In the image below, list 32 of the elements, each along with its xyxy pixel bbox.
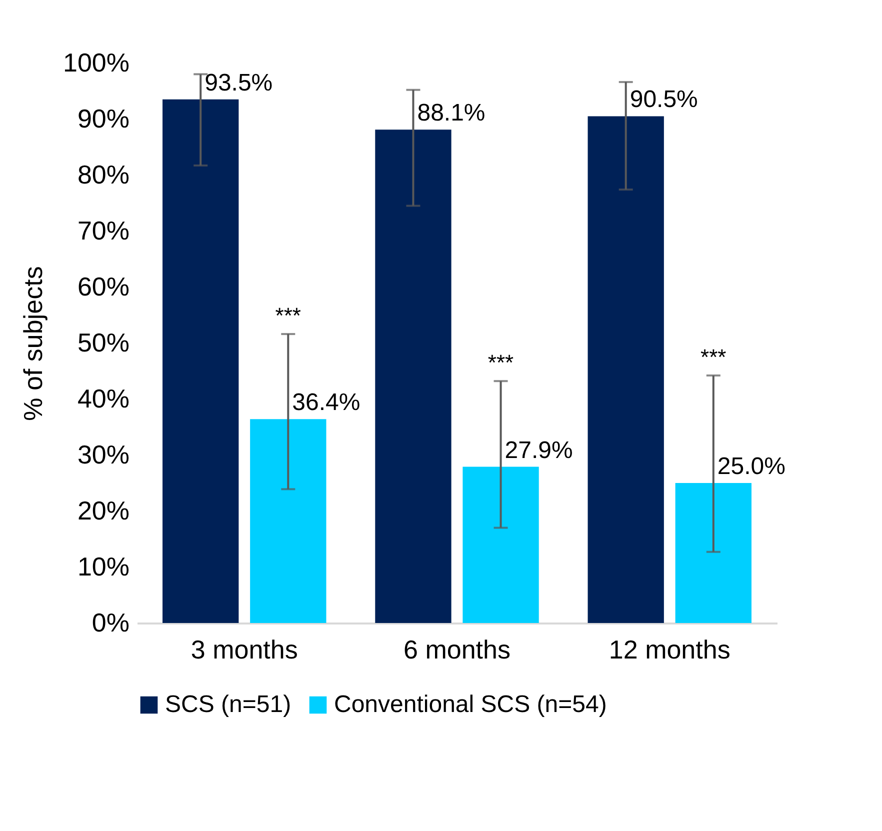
y-tick-label: 20% <box>77 496 130 526</box>
bar <box>162 99 239 623</box>
y-tick-label: 60% <box>77 272 130 302</box>
y-tick-label: 90% <box>77 104 130 134</box>
data-label: 36.4% <box>292 389 360 416</box>
bar <box>462 466 539 623</box>
data-label: 90.5% <box>630 86 698 114</box>
x-tick-label: 12 months <box>608 634 730 664</box>
data-label: 88.1% <box>417 100 486 127</box>
bar <box>675 483 752 623</box>
y-tick-label: 80% <box>77 160 130 190</box>
bar <box>375 130 452 623</box>
data-label: 27.9% <box>504 436 573 464</box>
data-label: 25.0% <box>717 453 786 480</box>
y-tick-label: 40% <box>77 384 130 414</box>
y-axis-title: % of subjects <box>18 266 48 421</box>
y-tick-label: 10% <box>77 552 130 582</box>
annotation: *** <box>488 350 514 376</box>
bar <box>588 116 664 623</box>
y-tick-label: 50% <box>77 328 130 358</box>
annotation: *** <box>275 303 302 328</box>
annotation: *** <box>700 344 727 370</box>
legend-label: Conventional SCS (n=54) <box>334 691 607 718</box>
bar <box>250 419 326 623</box>
x-tick-label: 3 months <box>190 634 298 664</box>
y-tick-label: 70% <box>77 216 130 246</box>
y-tick-label: 30% <box>77 440 130 470</box>
legend-label: SCS (n=51) <box>165 691 292 718</box>
data-label: 93.5% <box>204 69 273 96</box>
y-tick-label: 100% <box>63 48 130 78</box>
y-tick-label: 0% <box>92 608 130 638</box>
x-tick-label: 6 months <box>404 634 510 664</box>
